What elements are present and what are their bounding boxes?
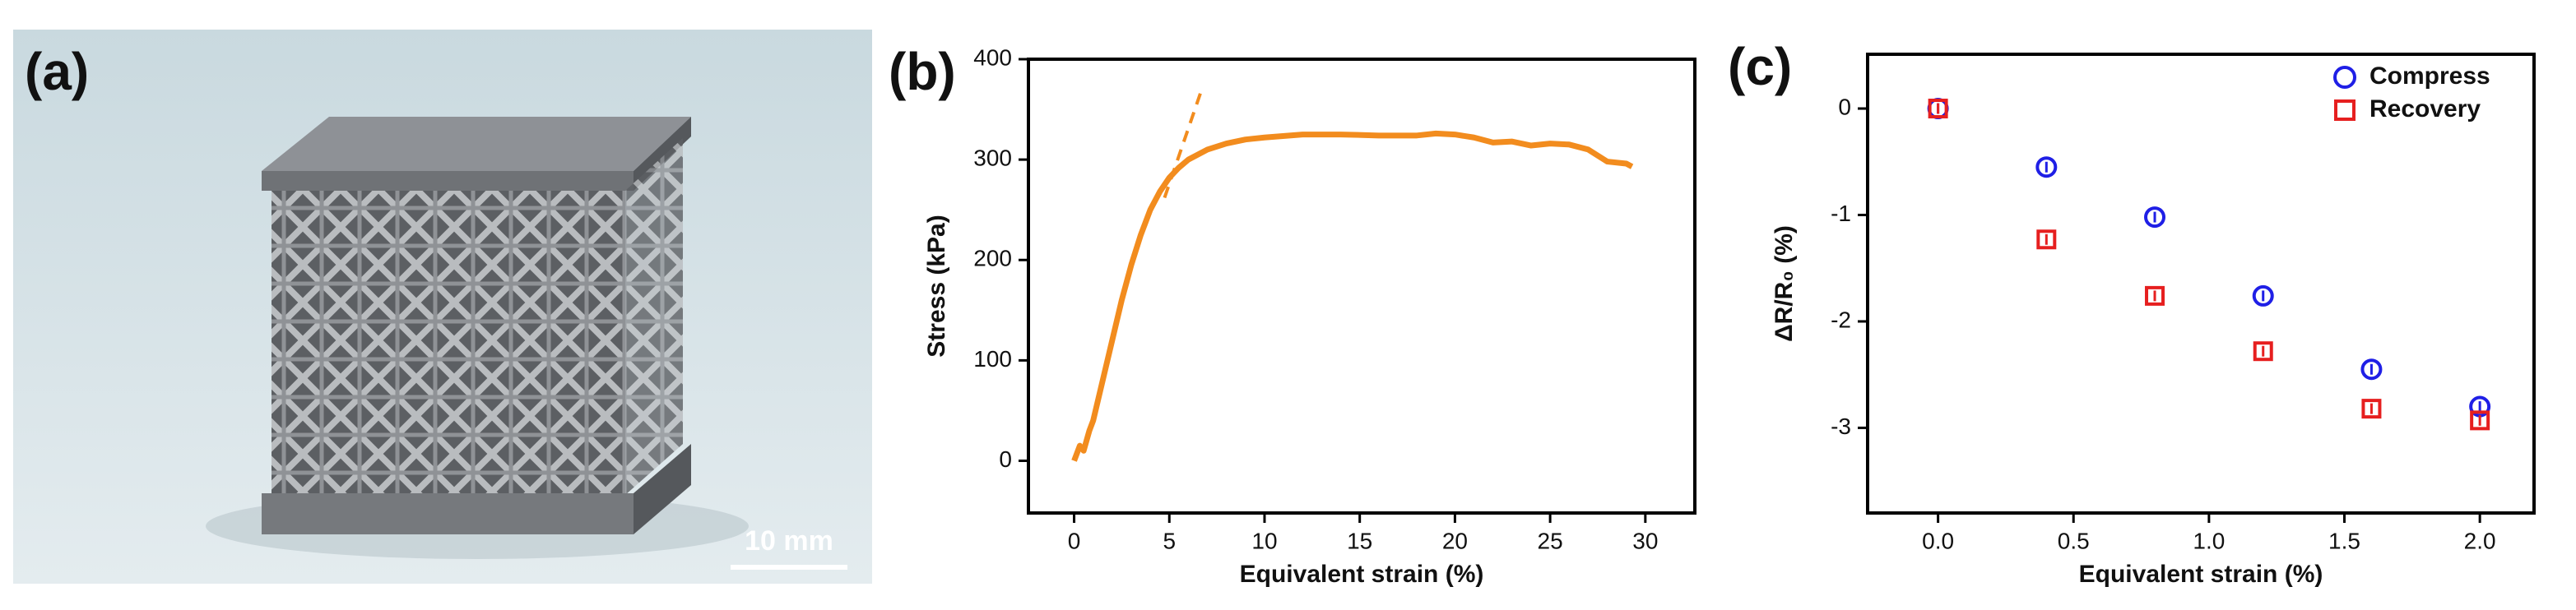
frame [1027,58,1696,515]
photo-panel: (a) 10 mm [13,30,872,584]
plot-area [1927,98,2491,431]
legend-marker [2333,66,2356,89]
line [1071,130,1634,462]
point [2253,341,2273,362]
x-tick-label: 25 [1538,528,1563,553]
cube-base [262,493,634,534]
frame [1866,53,2536,515]
x-axis-title: Equivalent strain (%) [1240,561,1484,588]
point [2145,285,2165,306]
y-tick-label: -1 [1831,201,1851,226]
cube-lattice-side [625,138,683,495]
legend-label: Compress [2369,62,2490,90]
y-tick-label: -3 [1831,414,1851,439]
y-axis-title: ΔR/R₀ (%) [1771,225,1798,342]
y-axis-title: Stress (kPa) [923,215,950,357]
y-tick-label: 0 [999,446,1012,472]
x-tick-label: 15 [1347,528,1372,553]
y-tick-label: 400 [973,44,1012,70]
marks [1927,98,2491,431]
line [1163,91,1203,199]
y-tick-label: -2 [1831,307,1851,332]
cube-base-side [634,444,691,534]
cube-lattice [272,191,625,495]
x-tick-label: 1.0 [2193,528,2225,553]
scale-bar-label: 10 mm [745,525,833,557]
panel-label: (c) [1728,37,1792,96]
point [2470,410,2490,431]
x-tick-label: 0.5 [2058,528,2090,553]
x-tick-label: 30 [1632,528,1658,553]
y-tick-label: 200 [973,246,1012,271]
x-tick-label: 0.0 [1922,528,1954,553]
x-tick-label: 0 [1068,528,1081,553]
panel-label: (b) [889,42,956,101]
point [2144,206,2166,229]
legend-marker [2334,99,2356,121]
marks [1071,91,1634,462]
point [2360,358,2383,381]
x-tick-label: 5 [1163,528,1176,553]
point [2252,284,2274,307]
x-axis-title: Equivalent strain (%) [2079,561,2323,588]
y-tick-label: 0 [1838,94,1851,119]
cube-top [262,117,691,171]
y-tick-label: 100 [973,346,1012,372]
x-tick-label: 2.0 [2464,528,2496,553]
point [2036,229,2057,250]
legend-label: Recovery [2369,95,2481,122]
plot-area [1071,91,1634,462]
x-tick-label: 20 [1442,528,1468,553]
x-tick-label: 10 [1251,528,1277,553]
cube-top-edge [262,171,634,191]
panel-label: (a) [25,42,89,101]
x-tick-label: 1.5 [2328,528,2360,553]
point [2361,399,2382,419]
y-tick-label: 300 [973,146,1012,171]
point [1928,99,1948,119]
point [2035,156,2058,178]
